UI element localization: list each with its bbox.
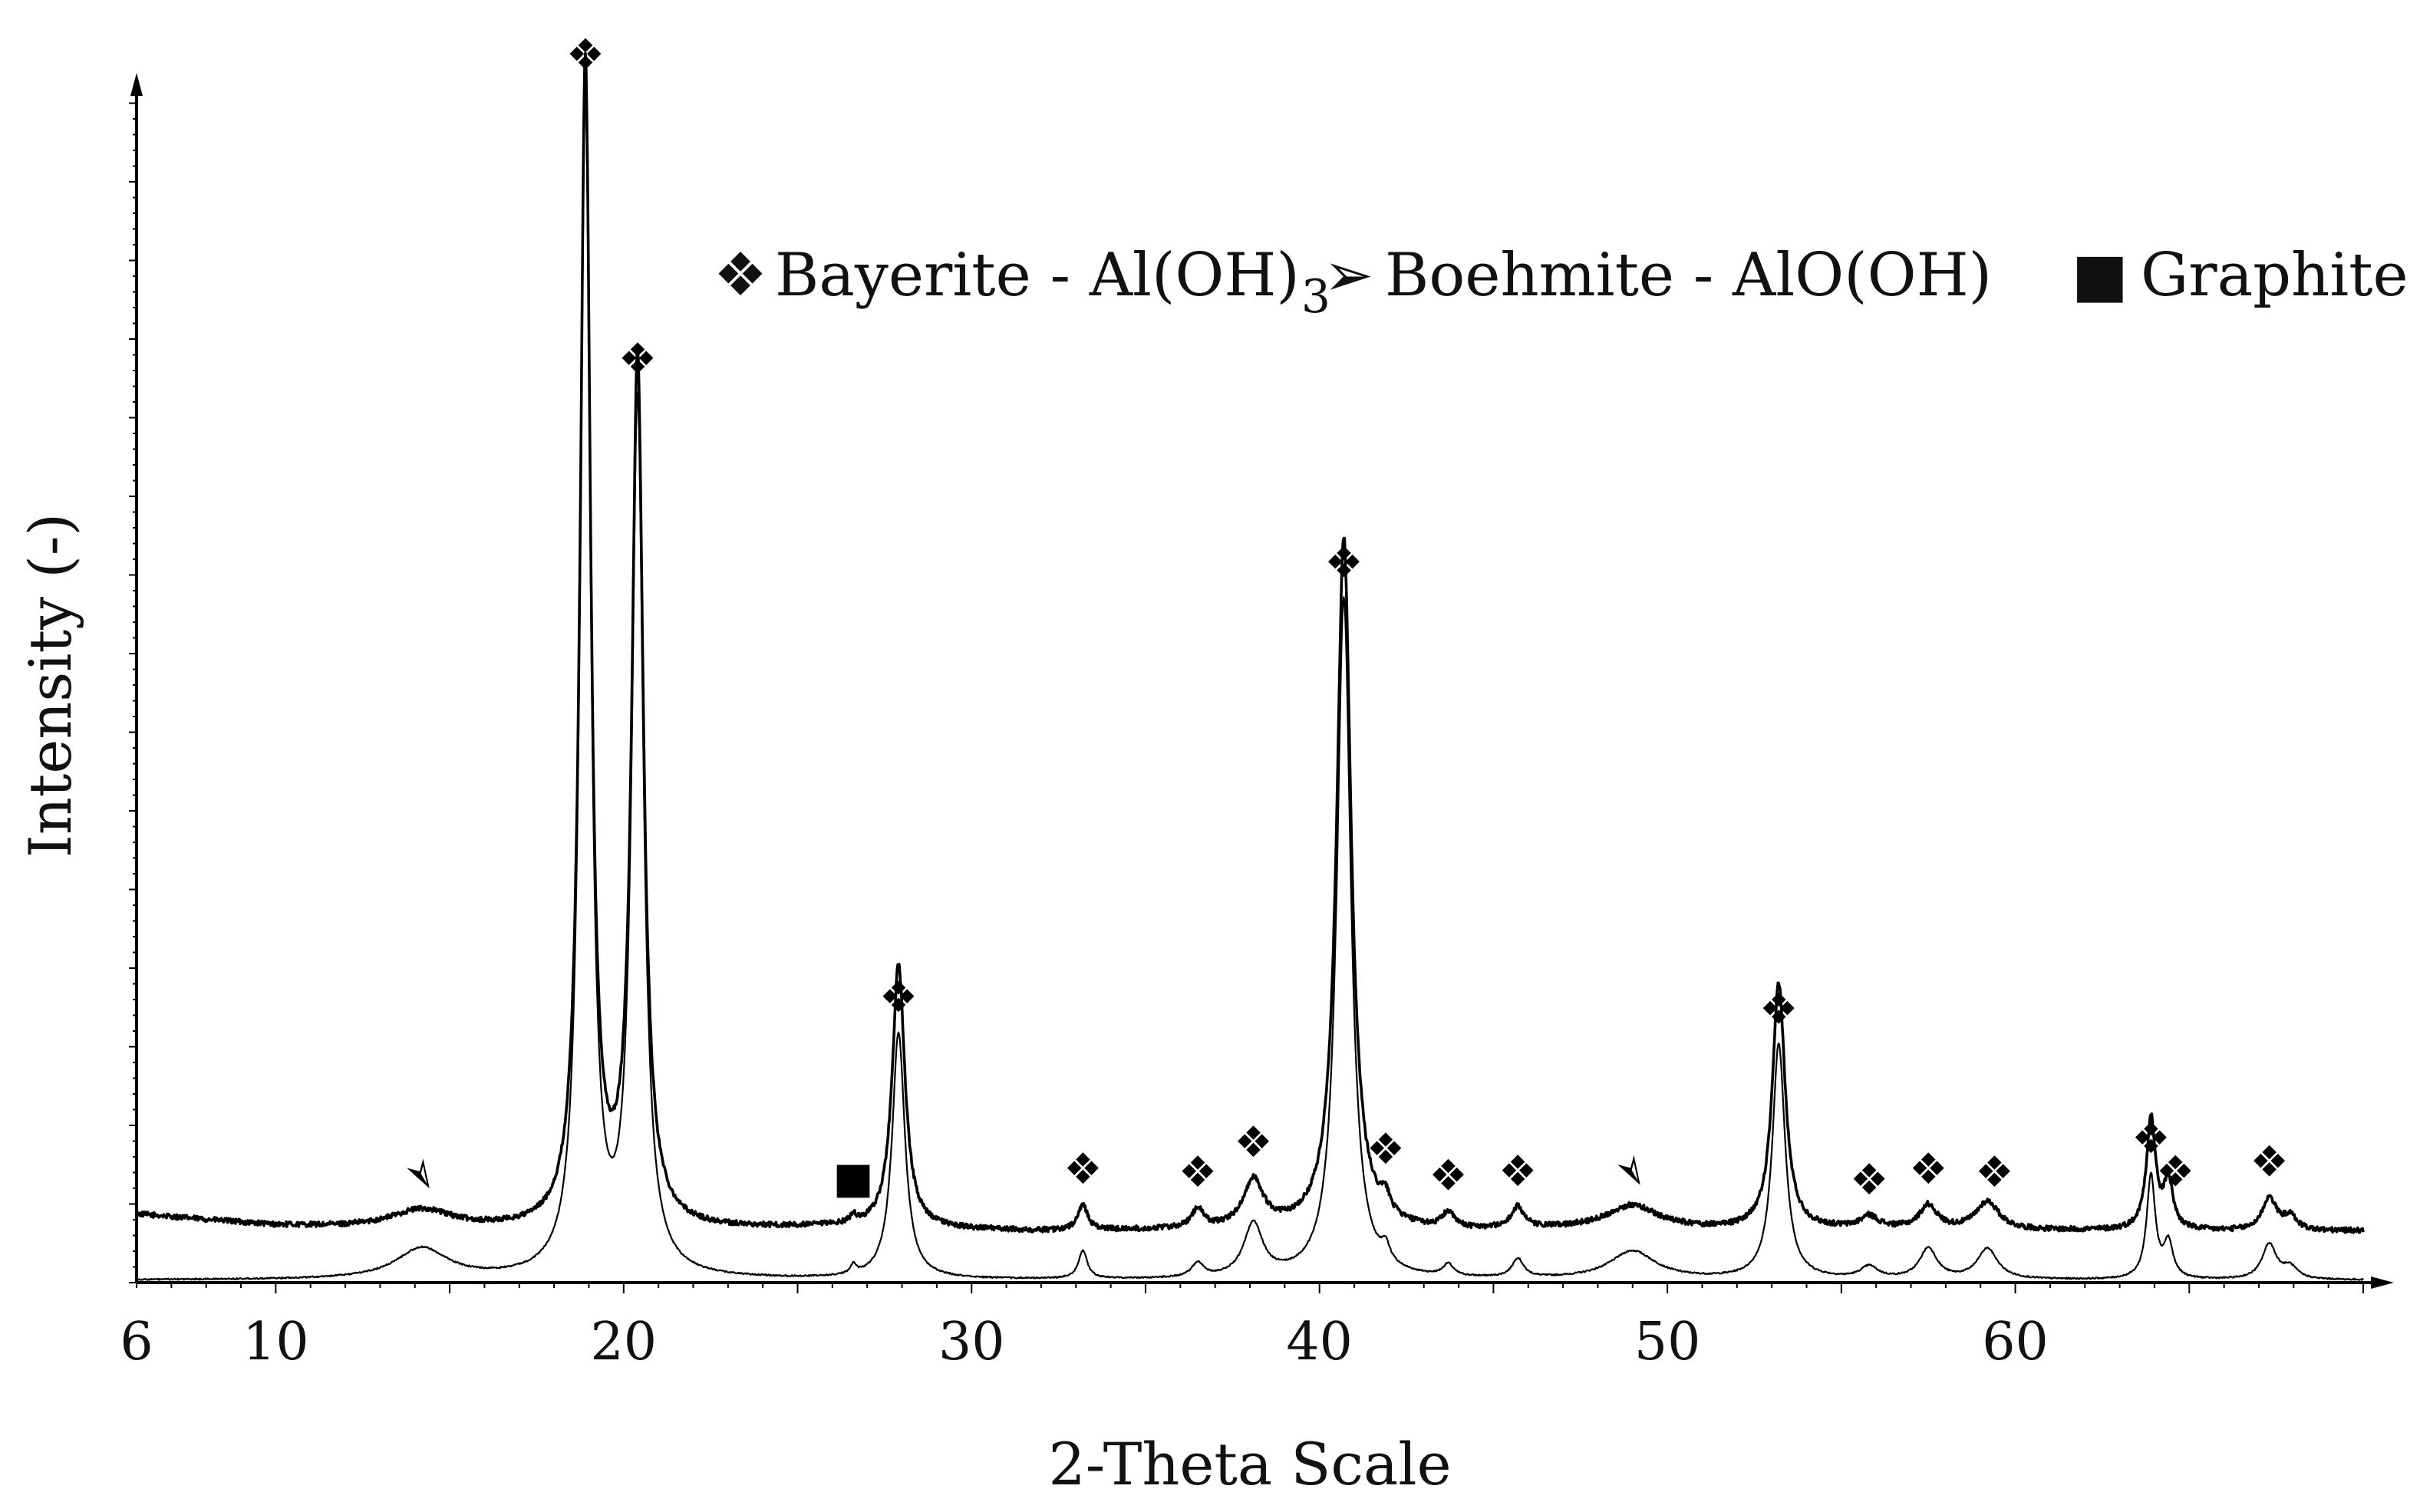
peak-marker: ❖ [1909,1145,1947,1194]
x-tick-label: 6 [120,1312,153,1372]
series-line-1 [135,51,2365,1234]
legend-label: Bayerite - Al(OH) [775,241,1300,310]
peak-marker: ❖ [1975,1148,2013,1197]
peak-marker: ➢ [1602,1143,1663,1199]
x-tick-label: 20 [591,1312,658,1372]
x-axis-arrow-icon [2371,1276,2394,1289]
peak-marker: ❖ [1759,984,1798,1034]
x-ticks: 6 10 20 30 40 50 60 [120,1283,2364,1372]
legend-subscript: 3 [1301,270,1330,324]
x-tick-label: 60 [1982,1312,2049,1372]
peak-marker: ❖ [1850,1155,1888,1205]
peak-marker: ❖ [2132,1114,2170,1164]
peak-marker: ❖ [1179,1148,1217,1197]
peak-marker: ❖ [2156,1148,2194,1197]
axes: 6 10 20 30 40 50 60 [120,73,2394,1372]
peak-marker: ❖ [618,334,657,384]
y-axis-label: Intensity (-) [16,513,84,858]
legend-symbol: ➢ [1324,241,1373,310]
peak-marker: ❖ [1324,539,1363,588]
x-tick-label: 50 [1634,1312,1701,1372]
x-tick-label: 40 [1286,1312,1353,1372]
legend-symbol: ■ [2072,241,2128,310]
legend: ❖ Bayerite - Al(OH) 3➢ Boehmite - AlO(OH) ■ G… [714,241,2408,324]
peak-marker: ❖ [2250,1137,2288,1187]
x-tick-label: 30 [938,1312,1005,1372]
x-tick-label: 10 [242,1312,309,1372]
peak-marker: ➢ [391,1146,453,1202]
series-line-2 [136,87,2364,1281]
peak-marker: ❖ [1234,1118,1272,1168]
legend-label: Graphite [2141,241,2408,310]
peak-marker: ❖ [1498,1147,1537,1197]
peak-annotations: ➢❖❖■❖❖ ❖❖❖❖❖ ❖ ➢❖❖ ❖ ❖❖❖ ❖ [391,30,2288,1205]
peak-marker: ❖ [879,973,918,1023]
peak-marker: ❖ [566,30,605,80]
peak-marker: ❖ [1429,1151,1467,1201]
legend-entry: ❖ Bayerite - Al(OH) 3 [714,241,1330,324]
legend-entry: ■ Graphite [2072,241,2408,310]
series-layer [135,51,2365,1281]
peak-marker: ■ [833,1154,874,1204]
legend-entry: ➢ Boehmite - AlO(OH) [1324,241,1992,310]
peak-marker: ❖ [1367,1125,1405,1174]
legend-label: Boehmite - AlO(OH) [1385,241,1992,310]
legend-symbol: ❖ [714,241,767,310]
peak-marker: ❖ [1063,1145,1102,1194]
y-axis-arrow-icon [130,73,143,96]
x-axis-label: 2-Theta Scale [1048,1430,1451,1498]
y-minor-ticks [129,102,137,1283]
